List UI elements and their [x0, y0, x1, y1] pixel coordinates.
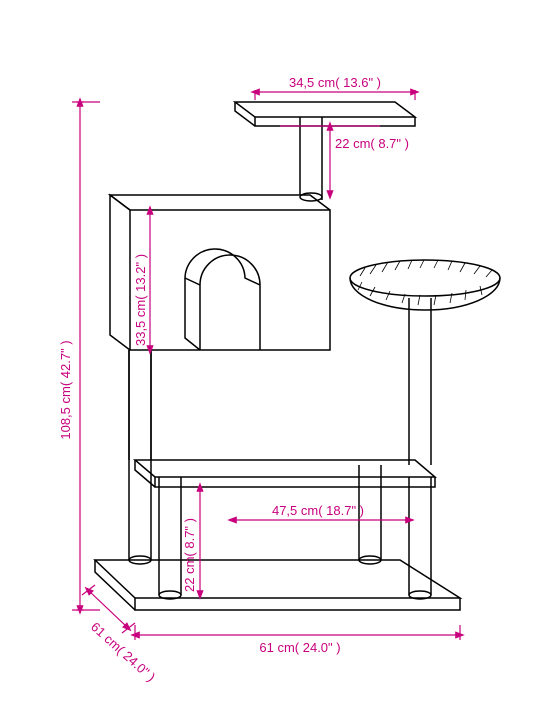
post-front-right	[409, 477, 431, 599]
hammock-bowl	[350, 260, 500, 310]
post-back-left-upper	[129, 350, 151, 460]
dim-shelf-width-label: 47,5 cm( 18.7" )	[272, 503, 364, 518]
dim-house-height: 33,5 cm( 13.2" )	[133, 210, 150, 350]
dim-shelf-width: 47,5 cm( 18.7" )	[232, 503, 410, 520]
top-platform	[235, 102, 415, 126]
dim-base-depth-label: 61 cm( 24.0" )	[88, 619, 158, 684]
dim-base-width-label: 61 cm( 24.0" )	[259, 640, 340, 655]
base-platform	[95, 560, 460, 610]
post-back-left	[129, 350, 151, 564]
dim-base-width: 61 cm( 24.0" )	[135, 625, 460, 655]
post-top	[300, 117, 322, 201]
post-mid-right	[409, 298, 431, 465]
dim-top-depth-label: 22 cm( 8.7" )	[335, 136, 409, 151]
cat-tree-diagram: 108,5 cm( 42.7" ) 34,5 cm( 13.6" ) 22 cm…	[0, 0, 540, 720]
dim-shelf-height-label: 22 cm( 8.7" )	[182, 518, 197, 592]
dim-top-width-label: 34,5 cm( 13.6" )	[289, 75, 381, 90]
dim-total-height: 108,5 cm( 42.7" )	[58, 102, 100, 610]
post-front-left	[159, 477, 181, 599]
mid-shelf	[135, 460, 435, 487]
dim-shelf-height: 22 cm( 8.7" )	[182, 487, 200, 595]
dim-total-height-label: 108,5 cm( 42.7" )	[58, 340, 73, 439]
dim-top-width: 34,5 cm( 13.6" )	[255, 75, 415, 100]
dim-house-height-label: 33,5 cm( 13.2" )	[133, 254, 148, 346]
